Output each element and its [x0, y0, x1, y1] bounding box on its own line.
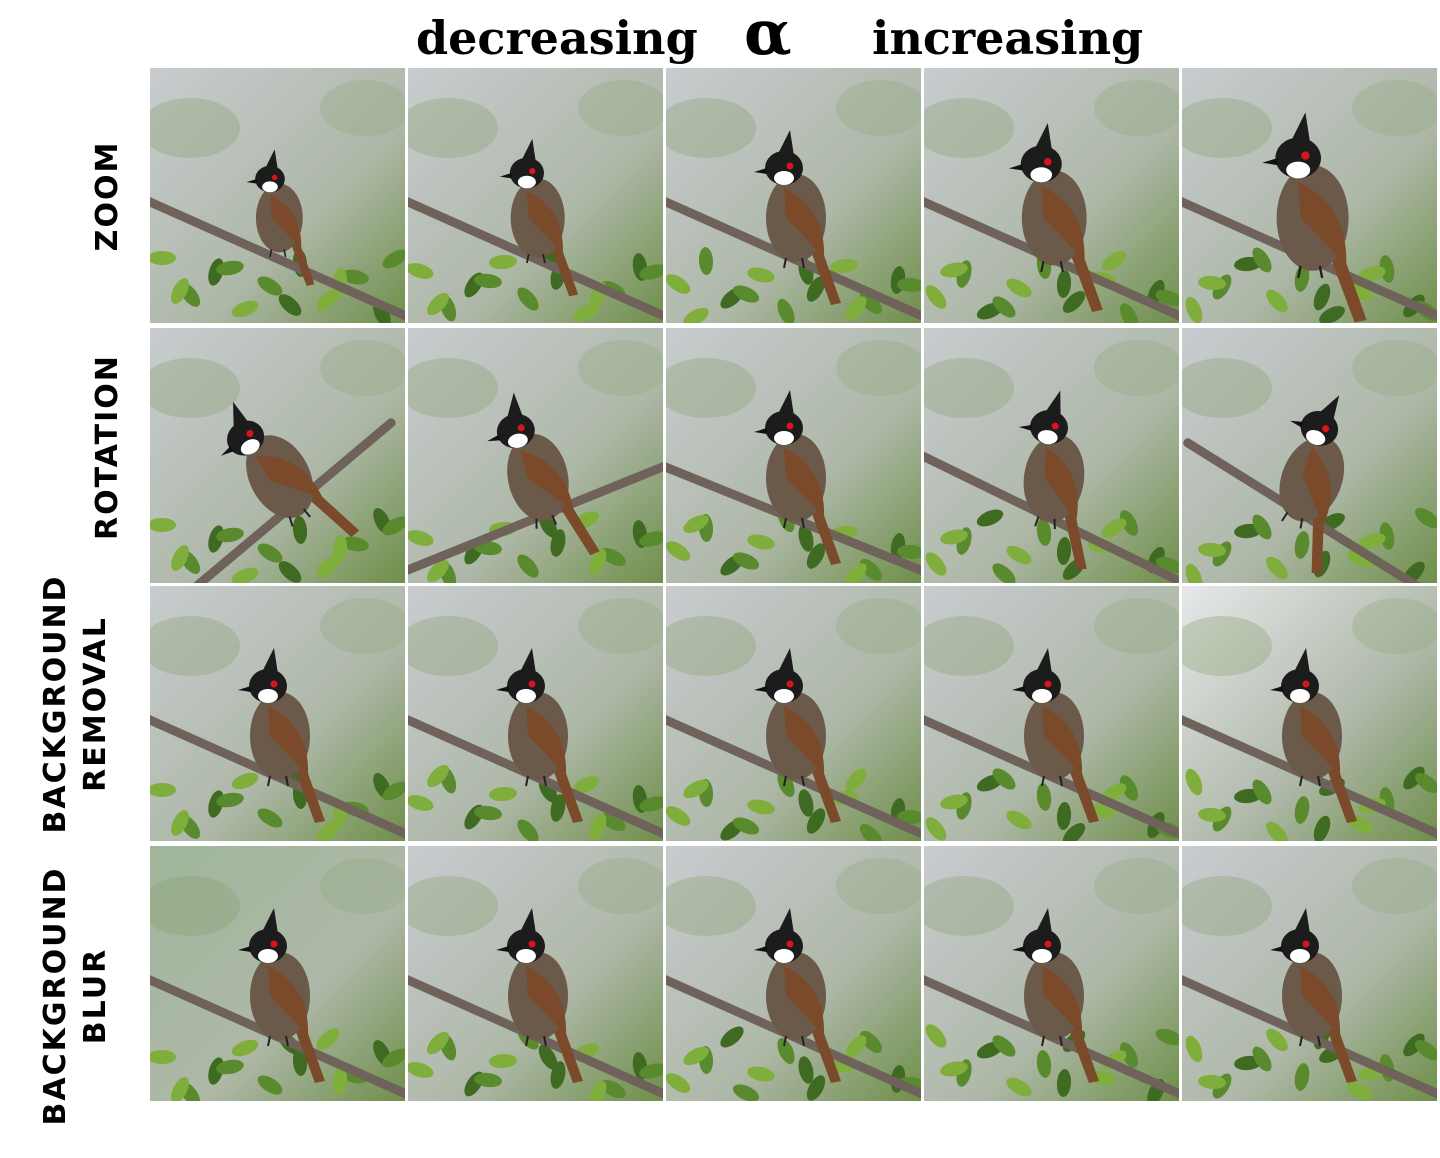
- bird-image-bg-removal-3: [666, 586, 921, 841]
- image-grid: [150, 68, 1440, 1102]
- bird-image-rotation-3: [666, 328, 921, 583]
- row-label-bg-removal: BACKGROUND REMOVAL: [36, 564, 116, 844]
- bird-image-bg-removal-4: [924, 586, 1179, 841]
- row-label-bg-blur-line1: BACKGROUND: [38, 866, 73, 1126]
- row-label-zoom-text: ZOOM: [90, 140, 125, 252]
- row-label-bg-blur: BACKGROUND BLUR: [36, 856, 116, 1136]
- row-label-rotation: ROTATION: [90, 354, 126, 540]
- row-label-bg-removal-line1: BACKGROUND: [38, 574, 73, 834]
- bird-image-bg-blur-3: [666, 846, 921, 1101]
- bird-image-bg-blur-4: [924, 846, 1179, 1101]
- bird-image-zoom-5: [1182, 68, 1437, 323]
- bird-image-bg-blur-5: [1182, 846, 1437, 1101]
- bird-image-rotation-2: [408, 328, 663, 583]
- bird-image-bg-removal-1: [150, 586, 405, 841]
- header-increasing: increasing: [872, 11, 1144, 65]
- row-label-bg-blur-line2: BLUR: [78, 947, 113, 1045]
- bird-image-bg-removal-2: [408, 586, 663, 841]
- bird-image-rotation-5: [1182, 328, 1437, 583]
- row-label-bg-removal-line2: REMOVAL: [78, 616, 113, 792]
- bird-image-zoom-2: [408, 68, 663, 323]
- bird-image-bg-removal-5: [1182, 586, 1437, 841]
- row-label-rotation-text: ROTATION: [90, 354, 125, 540]
- header-decreasing: decreasing: [416, 11, 698, 65]
- bird-image-zoom-3: [666, 68, 921, 323]
- bird-image-bg-blur-2: [408, 846, 663, 1101]
- bird-image-rotation-1: [150, 328, 405, 583]
- bird-image-bg-blur-1: [150, 846, 405, 1101]
- bird-image-rotation-4: [924, 328, 1179, 583]
- bird-image-zoom-4: [924, 68, 1179, 323]
- row-label-zoom: ZOOM: [90, 116, 126, 276]
- bird-image-zoom-1: [150, 68, 405, 323]
- header-alpha-symbol: α: [744, 0, 792, 69]
